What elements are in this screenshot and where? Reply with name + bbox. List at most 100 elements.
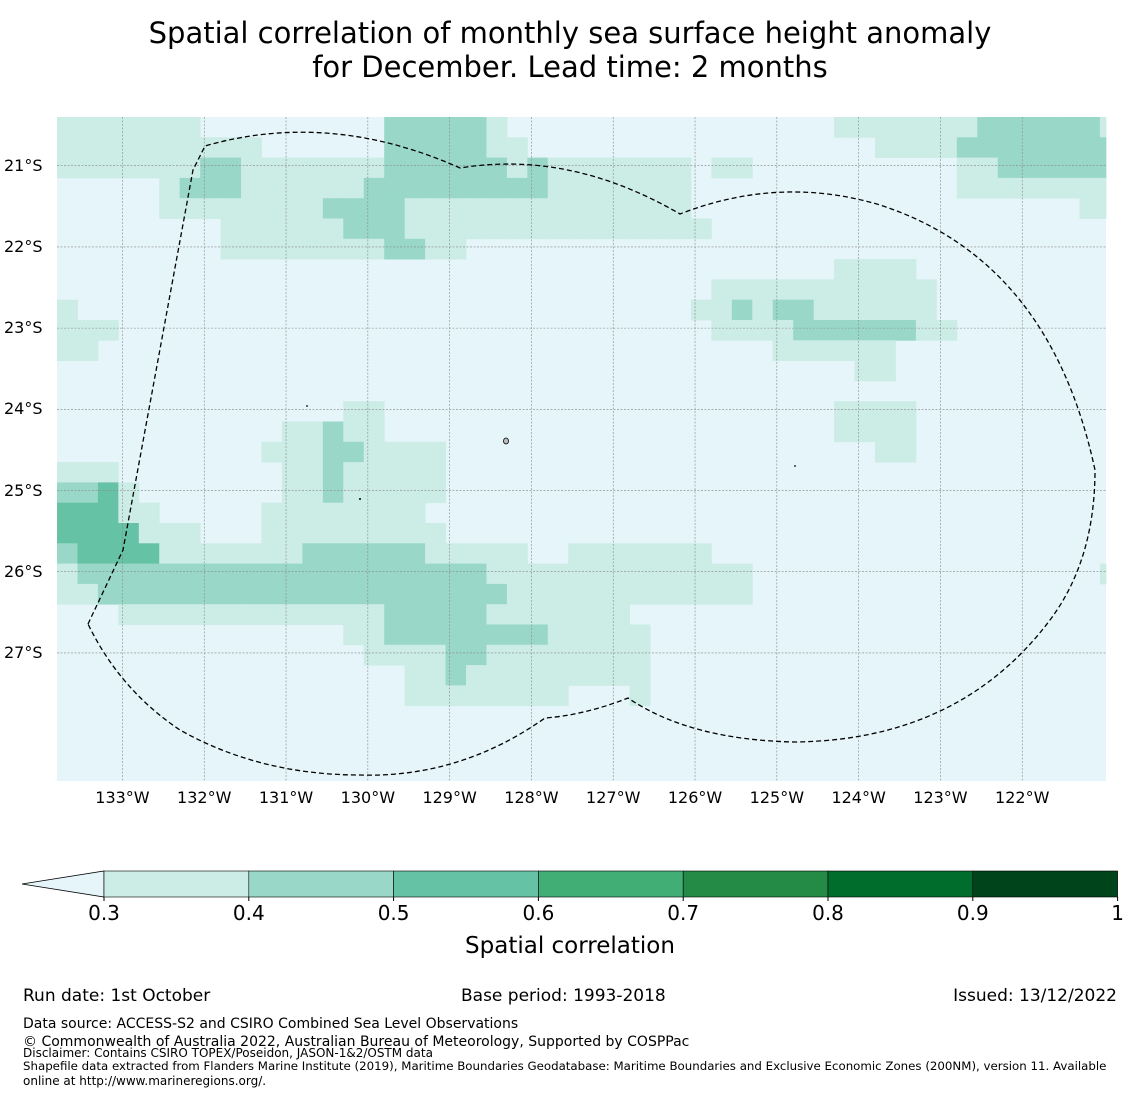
correlation-cell bbox=[527, 563, 549, 585]
colorbar-tick-label: 0.4 bbox=[232, 901, 265, 925]
correlation-cell bbox=[690, 543, 712, 564]
correlation-cell bbox=[1038, 117, 1060, 138]
correlation-cell bbox=[793, 279, 815, 301]
correlation-cell bbox=[466, 198, 487, 219]
correlation-cell bbox=[343, 401, 365, 422]
correlation-cell bbox=[466, 157, 487, 179]
correlation-cell bbox=[220, 218, 242, 240]
correlation-cell bbox=[834, 340, 855, 361]
island-1 bbox=[503, 437, 509, 445]
correlation-cell bbox=[609, 583, 630, 605]
correlation-cell bbox=[445, 644, 467, 666]
correlation-cell bbox=[731, 299, 753, 321]
correlation-cell bbox=[404, 604, 426, 625]
correlation-cell bbox=[670, 563, 692, 585]
correlation-cell bbox=[302, 563, 324, 585]
correlation-cell bbox=[875, 299, 896, 321]
colorbar-segment bbox=[827, 870, 974, 898]
correlation-cell bbox=[731, 320, 753, 341]
correlation-cell bbox=[404, 563, 426, 585]
longitude-label: 131°W bbox=[258, 788, 314, 807]
correlation-cell bbox=[363, 441, 385, 463]
correlation-cell bbox=[506, 563, 528, 585]
correlation-cell bbox=[629, 563, 651, 585]
correlation-cell bbox=[425, 198, 446, 219]
correlation-cell bbox=[179, 604, 201, 625]
correlation-cell bbox=[118, 523, 140, 544]
correlation-cell bbox=[261, 198, 283, 219]
correlation-cell bbox=[915, 279, 937, 301]
correlation-cell bbox=[629, 177, 651, 199]
correlation-cell bbox=[425, 177, 446, 199]
correlation-cell bbox=[936, 117, 958, 138]
correlation-cell bbox=[425, 117, 446, 138]
correlation-cell bbox=[159, 523, 181, 544]
correlation-cell bbox=[343, 523, 365, 544]
shapefile-credit-line-2: online at http://www.marineregions.org/. bbox=[23, 1074, 267, 1088]
correlation-cell bbox=[997, 157, 1019, 179]
correlation-cell bbox=[384, 238, 406, 260]
correlation-cell bbox=[854, 320, 876, 341]
correlation-cell bbox=[159, 137, 181, 158]
correlation-cell bbox=[527, 198, 549, 219]
correlation-cell bbox=[261, 583, 283, 605]
correlation-cell bbox=[77, 117, 99, 138]
correlation-cell bbox=[609, 198, 630, 219]
correlation-cell bbox=[281, 502, 303, 524]
correlation-cell bbox=[875, 117, 896, 138]
correlation-cell bbox=[302, 441, 324, 463]
correlation-cell bbox=[506, 583, 528, 605]
correlation-cell bbox=[834, 421, 855, 443]
correlation-cell bbox=[711, 563, 733, 585]
correlation-cell bbox=[343, 238, 365, 260]
correlation-cell bbox=[77, 583, 99, 605]
correlation-cell bbox=[1018, 137, 1039, 158]
correlation-cell bbox=[281, 157, 303, 179]
correlation-cell bbox=[97, 462, 119, 483]
correlation-cell bbox=[1079, 198, 1101, 219]
correlation-cell bbox=[322, 421, 344, 443]
correlation-cell bbox=[220, 604, 242, 625]
correlation-cell bbox=[404, 624, 426, 646]
island-4 bbox=[794, 465, 796, 467]
correlation-cell bbox=[363, 198, 385, 219]
correlation-cell bbox=[425, 543, 446, 564]
correlation-cell bbox=[343, 177, 365, 199]
correlation-cell bbox=[404, 482, 426, 504]
colorbar-segment bbox=[393, 870, 539, 898]
correlation-cell bbox=[486, 198, 508, 219]
correlation-cell bbox=[854, 299, 876, 321]
correlation-cell bbox=[588, 563, 610, 585]
correlation-cell bbox=[834, 279, 855, 301]
correlation-cell bbox=[404, 523, 426, 544]
correlation-cell bbox=[343, 543, 365, 564]
correlation-cell bbox=[854, 259, 876, 280]
correlation-cell bbox=[506, 177, 528, 199]
correlation-cell bbox=[486, 665, 508, 686]
correlation-cell bbox=[302, 502, 324, 524]
correlation-cell bbox=[159, 198, 181, 219]
correlation-cell bbox=[772, 299, 794, 321]
correlation-cell bbox=[1099, 563, 1107, 585]
correlation-cell bbox=[343, 482, 365, 504]
correlation-cell bbox=[425, 238, 446, 260]
correlation-cell bbox=[281, 462, 303, 483]
correlation-cell bbox=[588, 543, 610, 564]
correlation-cell bbox=[138, 137, 160, 158]
longitude-label: 128°W bbox=[504, 788, 559, 807]
correlation-cell bbox=[1018, 177, 1039, 199]
correlation-cell bbox=[1099, 117, 1107, 138]
correlation-cell bbox=[527, 604, 549, 625]
correlation-cell bbox=[200, 137, 221, 158]
correlation-cell bbox=[997, 177, 1019, 199]
correlation-cell bbox=[118, 157, 140, 179]
correlation-cell bbox=[425, 665, 446, 686]
latitude-label: 22°S bbox=[4, 236, 43, 256]
correlation-cell bbox=[57, 523, 78, 544]
correlation-cell bbox=[650, 563, 671, 585]
correlation-cell bbox=[588, 604, 610, 625]
correlation-cell bbox=[1059, 137, 1080, 158]
correlation-cell bbox=[261, 604, 283, 625]
correlation-cell bbox=[895, 279, 917, 301]
correlation-cell bbox=[854, 421, 876, 443]
